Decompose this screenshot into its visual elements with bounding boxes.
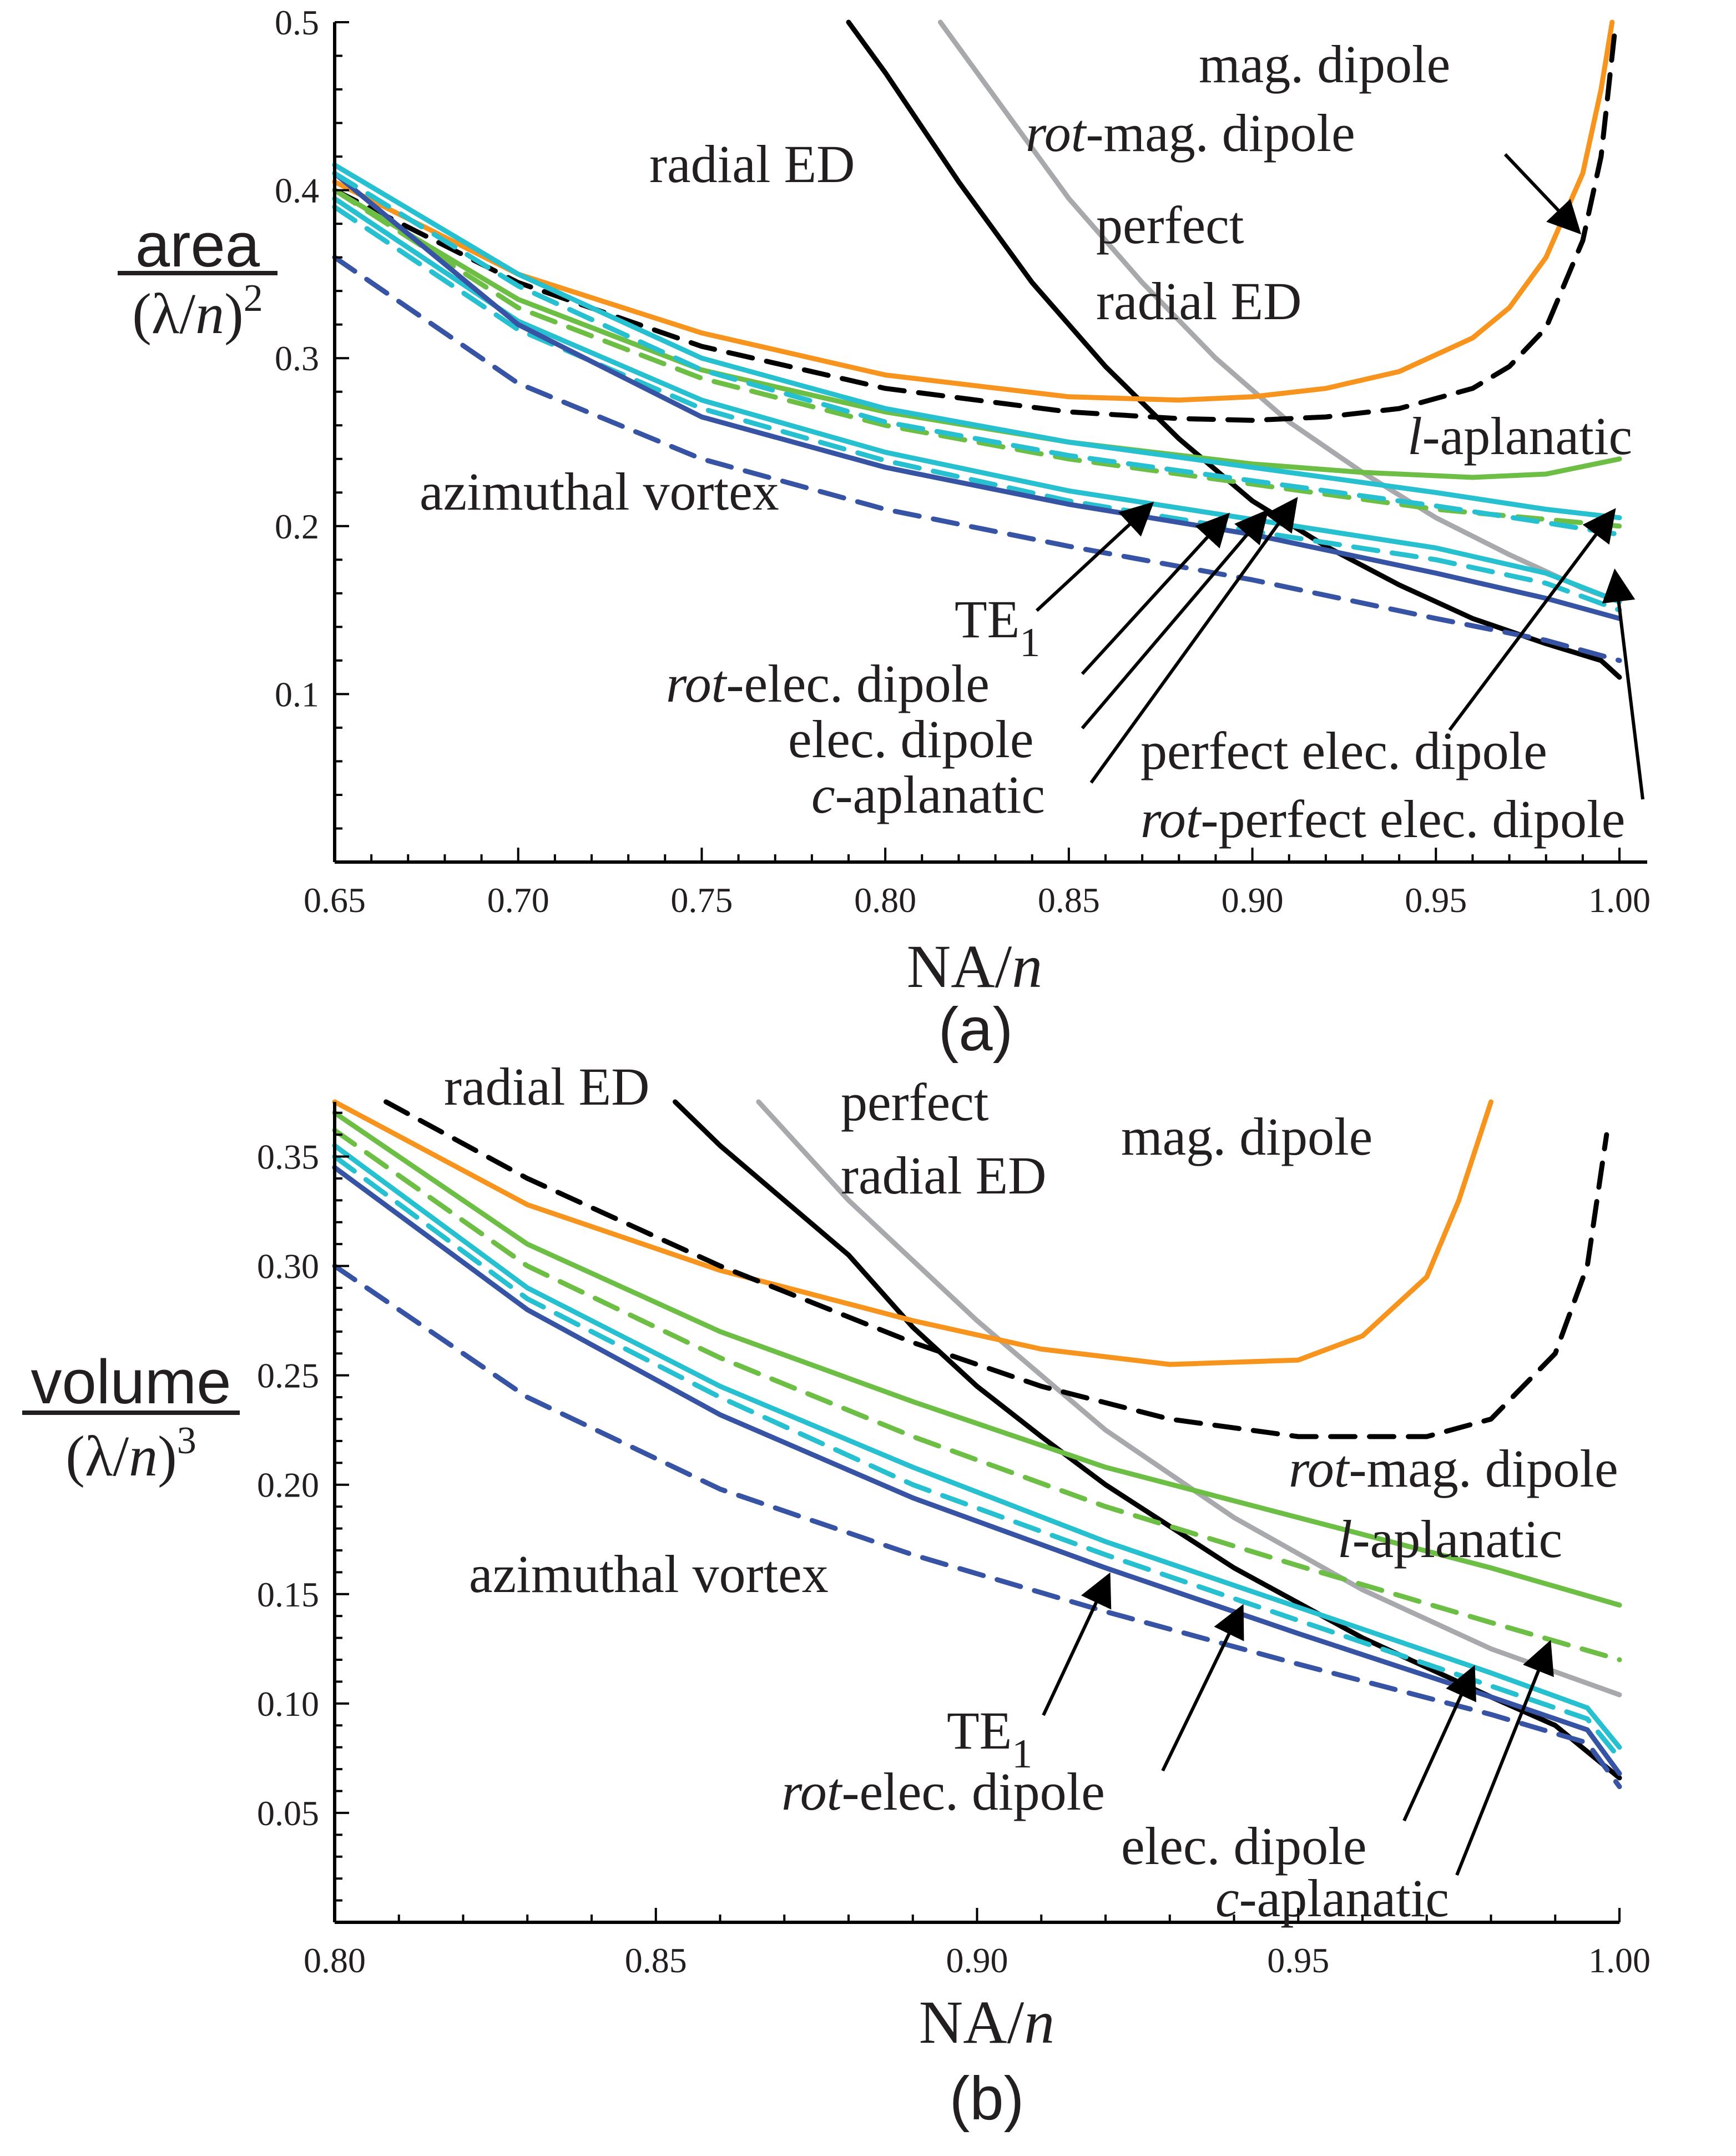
panel-b-arrow-elec-dipole — [1402, 1665, 1476, 1822]
panel-a-radial-ed-label: radial ED — [649, 134, 855, 194]
panel-a-x-tick-label: 0.65 — [304, 880, 366, 920]
panel-a-x-tick-label: 0.80 — [854, 880, 916, 920]
panel-a-perfect-radial-ed-label: radial ED — [1096, 271, 1302, 331]
panel-b-x-tick-label: 0.80 — [304, 1941, 366, 1980]
panel-a-arrow-rot-perfect-elec-dipole — [1602, 568, 1644, 800]
panel-b-arrow-rot-elec-dipole — [1161, 1604, 1244, 1772]
panel-a-x-tick-label: 0.90 — [1222, 880, 1284, 920]
panel-b-series-te1 — [332, 1165, 1622, 1776]
panel-b-series-elec-dipole — [332, 1143, 1622, 1750]
panel-b-x-ticks: 0.80 0.85 0.90 0.95 1.00 — [304, 1908, 1651, 1980]
panel-a-ylabel-bottom: (λ/n)2 — [132, 277, 263, 346]
panel-a-series-perfect-elec-dipole — [332, 162, 1622, 521]
panel-b-series-perfect-radial-ed — [756, 1099, 1622, 1697]
panel-b-azimuthal-vortex-label: azimuthal vortex — [469, 1544, 829, 1604]
panel-a-label: (a) — [938, 995, 1013, 1064]
panel-a-arrow-rot-elec-dipole — [1081, 512, 1230, 676]
panel-b-elec-dipole-label: elec. dipole — [1121, 1816, 1366, 1876]
panel-a-y-ticks: 0.1 0.2 0.3 0.4 0.5 — [275, 3, 349, 830]
panel-b-y-ticks: 0.05 0.10 0.15 0.20 0.25 0.30 0.35 — [257, 1111, 349, 1902]
panel-a-arrow-te1 — [1035, 501, 1154, 612]
panel-a-y-tick-label: 0.4 — [275, 171, 319, 210]
panel-a-ylabel-top: area — [135, 210, 260, 280]
panel-a-te1-label: TE1 — [955, 590, 1040, 666]
panel-a-perfect-elec-dipole-label: perfect elec. dipole — [1140, 721, 1547, 780]
panel-a-series-radial-ed — [846, 19, 1622, 680]
panel-b-x-tick-label: 0.95 — [1267, 1941, 1329, 1980]
panel-b-mag-dipole-label: mag. dipole — [1121, 1107, 1372, 1166]
panel-a-azimuthal-vortex-label: azimuthal vortex — [420, 462, 779, 521]
panel-b-y-tick-label: 0.15 — [257, 1575, 319, 1614]
panel-a-c-aplanatic-label: c-aplanatic — [811, 765, 1045, 824]
panel-a-mag-dipole-label: mag. dipole — [1199, 34, 1450, 94]
panel-b-perfect-label: perfect — [841, 1072, 989, 1132]
panel-b-l-aplanatic-label: l-aplanatic — [1338, 1509, 1562, 1569]
panel-b-label: (b) — [950, 2064, 1024, 2133]
panel-a-arrow-perfect-elec-dipole — [1448, 508, 1616, 731]
panel-b-x-tick-label: 0.85 — [625, 1941, 687, 1980]
panel-a-series-elec-dipole — [332, 196, 1622, 605]
panel-a-arrow-c-aplanatic — [1089, 497, 1298, 784]
panel-a-arrow-rot-mag-dipole — [1503, 153, 1582, 235]
panel-b-te1-label: TE1 — [947, 1701, 1032, 1777]
panel-a-series-perfect-radial-ed — [937, 19, 1622, 605]
panel-a-arrow-elec-dipole — [1081, 509, 1269, 729]
panel-a-y-tick-label: 0.2 — [275, 507, 319, 546]
panel-b-y-tick-label: 0.05 — [257, 1794, 319, 1833]
panel-a-x-tick-label: 0.95 — [1405, 880, 1467, 920]
panel-b-series-l-aplanatic — [332, 1110, 1622, 1608]
panel-a-elec-dipole-label: elec. dipole — [788, 709, 1033, 769]
panel-b-ylabel-top: volume — [31, 1347, 231, 1417]
panel-b-c-aplanatic-label: c-aplanatic — [1215, 1868, 1449, 1928]
panel-a-l-aplanatic-label: l-aplanatic — [1407, 406, 1632, 466]
panel-b-y-tick-label: 0.20 — [257, 1465, 319, 1505]
panel-a-rot-mag-dipole-label: rot-mag. dipole — [1026, 103, 1355, 163]
panel-b-ylabel-bottom: (λ/n)3 — [65, 1419, 196, 1488]
panel-a-series-c-aplanatic-dashed — [332, 188, 1622, 529]
panel-b-series-rot-elec-dipole-dashed — [332, 1154, 1622, 1761]
panel-b-rot-mag-dipole-label: rot-mag. dipole — [1289, 1439, 1618, 1498]
panel-a-series-azimuthal-vortex-dashed — [332, 255, 1622, 663]
panel-a-series-te1 — [332, 170, 1622, 621]
panel-b-y-tick-label: 0.10 — [257, 1684, 319, 1724]
panel-a-y-tick-label: 0.5 — [275, 3, 319, 42]
panel-a-rot-elec-dipole-label: rot-elec. dipole — [666, 654, 990, 713]
panel-a-x-ticks: 0.65 0.70 0.75 0.80 0.85 0.90 0.95 1.00 — [304, 848, 1651, 920]
panel-a-x-tick-label: 0.85 — [1038, 880, 1100, 920]
panel-a-x-tick-label: 0.70 — [487, 880, 549, 920]
panel-b-x-tick-label: 1.00 — [1588, 1941, 1651, 1980]
panel-a-perfect-label: perfect — [1096, 195, 1244, 255]
panel-a-curves — [332, 19, 1622, 680]
panel-b-x-tick-label: 0.90 — [946, 1941, 1008, 1980]
panel-a-x-tick-label: 0.75 — [670, 880, 733, 920]
panel-b-y-tick-label: 0.30 — [257, 1247, 319, 1286]
panel-a-x-tick-label: 1.00 — [1588, 880, 1651, 920]
panel-a-xlabel: NA/n — [907, 933, 1042, 1000]
panel-a-y-tick-label: 0.1 — [275, 674, 319, 714]
panel-b-xlabel: NA/n — [919, 1988, 1054, 2056]
panel-b-radial-ed-label: radial ED — [444, 1057, 650, 1116]
panel-a-y-tick-label: 0.3 — [275, 339, 319, 378]
panel-b-y-tick-label: 0.35 — [257, 1137, 319, 1177]
panel-a: 0.65 0.70 0.75 0.80 0.85 0.90 0.95 1.00 0.10.20… — [118, 3, 1651, 1064]
panel-a-rot-perfect-elec-dipole-label: rot-perfect elec. dipole — [1140, 789, 1625, 849]
panel-b-y-tick-label: 0.25 — [257, 1356, 319, 1396]
panel-b-rot-elec-dipole-label: rot-elec. dipole — [781, 1762, 1105, 1821]
panel-b-arrow-te1 — [1042, 1572, 1112, 1716]
panel-b-perfect-radial-ed-label: radial ED — [841, 1146, 1047, 1205]
panel-b-arrow-c-aplanatic — [1455, 1640, 1554, 1876]
panel-b: 0.80 0.85 0.90 0.95 1.00 0.05 0.10 0.15 0.20 0.2… — [22, 1057, 1651, 2133]
panel-a-series-rot-perfect-elec-dipole-dashed — [332, 170, 1622, 537]
panel-b-series-c-aplanatic-dashed — [332, 1127, 1622, 1663]
panel-b-series-rot-mag-dipole-dashed — [383, 1099, 1609, 1439]
panel-b-curves — [332, 1099, 1622, 1790]
panel-a-series-rot-mag-dipole-dashed — [332, 19, 1618, 423]
panel-b-series-mag-dipole — [332, 1099, 1493, 1367]
